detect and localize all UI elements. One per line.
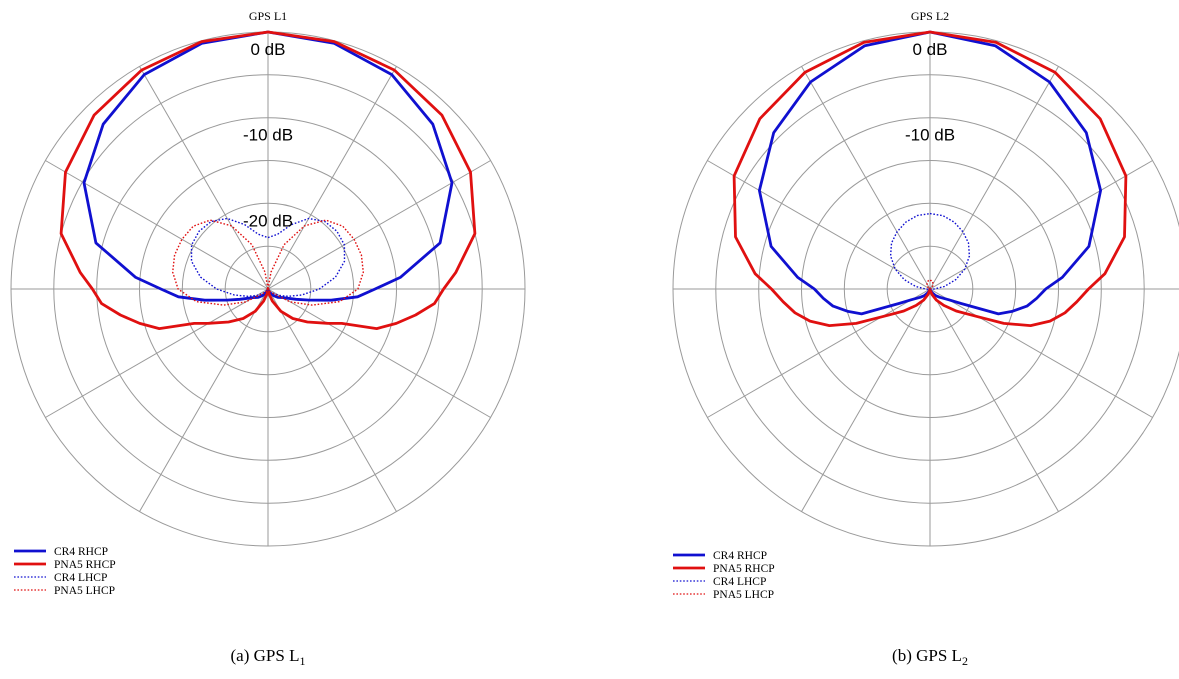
caption-subscript: 1: [299, 654, 305, 668]
legend-entry: CR4 LHCP: [54, 572, 107, 584]
radial-label: -10 dB: [905, 126, 955, 145]
radial-label: -20 dB: [243, 211, 293, 230]
pattern-traces: [59, 30, 477, 330]
legend-entry: CR4 LHCP: [713, 576, 766, 588]
radial-label: -10 dB: [243, 126, 293, 145]
chart-title: GPS L2: [911, 9, 949, 23]
radial-label: 0 dB: [251, 40, 286, 59]
trace-pna5-lhcp: [172, 219, 364, 306]
caption-text: (b) GPS L: [892, 646, 962, 665]
polar-chart-gps-l1: 0 dB -10 dB -20 dB GPS L1 CR4 RHCP PNA5 …: [10, 9, 526, 668]
pattern-traces: [732, 30, 1128, 327]
legend: CR4 RHCP PNA5 RHCP CR4 LHCP PNA5 LHCP: [14, 546, 116, 597]
legend: CR4 RHCP PNA5 RHCP CR4 LHCP PNA5 LHCP: [673, 550, 775, 601]
legend-entry: CR4 RHCP: [713, 550, 767, 562]
subfigure-caption: (b) GPS L2: [892, 646, 968, 668]
trace-cr4-lhcp: [190, 217, 346, 297]
radial-label: 0 dB: [913, 40, 948, 59]
legend-entry: PNA5 RHCP: [54, 559, 116, 571]
caption-text: (a) GPS L: [231, 646, 300, 665]
trace-pna5-lhcp: [926, 279, 934, 290]
polar-chart-gps-l2: 0 dB -10 dB GPS L2 CR4 RHCP PNA5 RHCP CR…: [672, 9, 1179, 668]
legend-entry: PNA5 LHCP: [713, 589, 774, 601]
radial-labels: 0 dB -10 dB: [905, 40, 955, 145]
chart-title: GPS L1: [249, 9, 287, 23]
legend-entry: PNA5 RHCP: [713, 563, 775, 575]
polar-grid: [672, 31, 1179, 547]
subfigure-caption: (a) GPS L1: [231, 646, 306, 668]
caption-subscript: 2: [962, 654, 968, 668]
radial-labels: 0 dB -10 dB -20 dB: [243, 40, 293, 230]
legend-entry: CR4 RHCP: [54, 546, 108, 558]
legend-entry: PNA5 LHCP: [54, 585, 115, 597]
